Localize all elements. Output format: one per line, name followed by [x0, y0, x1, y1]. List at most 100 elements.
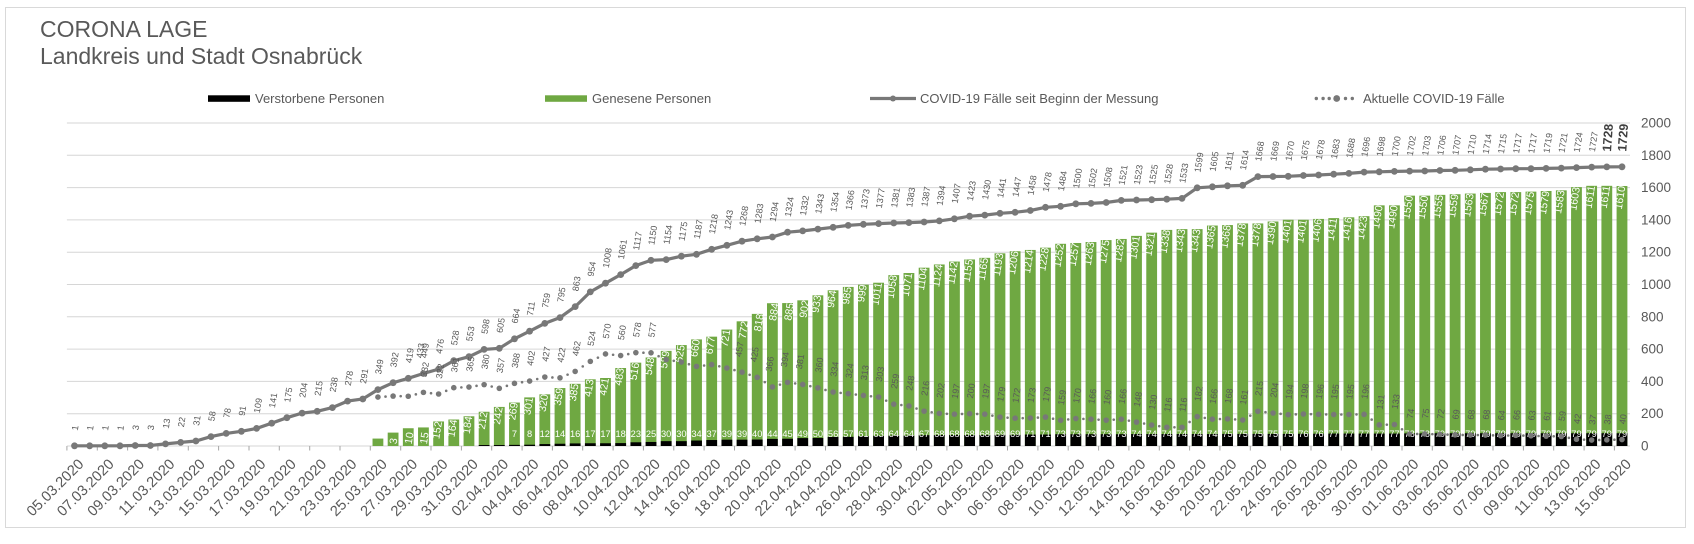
svg-text:71: 71 — [1025, 429, 1035, 439]
svg-text:385: 385 — [567, 383, 582, 402]
svg-text:1390: 1390 — [1264, 221, 1280, 246]
svg-text:166: 166 — [1117, 388, 1129, 404]
svg-text:1490: 1490 — [1385, 204, 1401, 229]
svg-text:74: 74 — [1192, 429, 1202, 439]
svg-text:50: 50 — [813, 429, 823, 439]
svg-text:1387: 1387 — [919, 186, 932, 207]
svg-text:49: 49 — [798, 429, 808, 439]
svg-text:664: 664 — [510, 308, 522, 324]
svg-text:1727: 1727 — [1587, 131, 1600, 152]
svg-text:1528: 1528 — [1162, 163, 1175, 184]
svg-text:74: 74 — [1207, 429, 1217, 439]
svg-text:8: 8 — [527, 429, 532, 439]
svg-text:1: 1 — [70, 425, 81, 432]
svg-text:212: 212 — [476, 411, 491, 430]
svg-text:578: 578 — [631, 322, 643, 338]
svg-text:334: 334 — [828, 361, 840, 377]
svg-text:1696: 1696 — [1359, 136, 1372, 157]
svg-text:196: 196 — [1359, 383, 1371, 399]
svg-text:242: 242 — [491, 406, 506, 425]
svg-text:303: 303 — [874, 366, 886, 382]
svg-text:1533: 1533 — [1177, 162, 1190, 183]
svg-text:64: 64 — [1496, 410, 1507, 421]
svg-text:1368: 1368 — [1218, 224, 1234, 249]
svg-text:1117: 1117 — [631, 231, 644, 251]
svg-text:1500: 1500 — [1071, 168, 1084, 189]
svg-text:1411: 1411 — [1325, 217, 1340, 241]
svg-text:1605: 1605 — [1208, 151, 1221, 172]
svg-text:2000: 2000 — [1641, 116, 1671, 131]
svg-text:195: 195 — [1344, 383, 1356, 399]
svg-text:1228: 1228 — [1036, 247, 1052, 272]
svg-text:1338: 1338 — [1158, 229, 1174, 254]
svg-text:1401: 1401 — [1294, 219, 1310, 244]
svg-text:73: 73 — [1071, 429, 1081, 439]
svg-text:1688: 1688 — [1344, 137, 1357, 158]
svg-text:18: 18 — [615, 429, 625, 439]
svg-text:388: 388 — [510, 352, 522, 368]
svg-text:1700: 1700 — [1390, 135, 1403, 156]
svg-text:1715: 1715 — [1496, 133, 1509, 154]
svg-text:66: 66 — [1511, 409, 1522, 420]
svg-text:359: 359 — [552, 387, 567, 406]
svg-text:1252: 1252 — [1051, 243, 1067, 268]
svg-text:1610: 1610 — [1613, 185, 1629, 210]
svg-text:1366: 1366 — [844, 189, 857, 210]
svg-text:Landkreis und Stadt Osnabrück: Landkreis und Stadt Osnabrück — [40, 43, 363, 69]
svg-text:528: 528 — [449, 330, 461, 346]
svg-text:476: 476 — [434, 338, 446, 354]
svg-text:1: 1 — [85, 425, 96, 432]
svg-text:1155: 1155 — [961, 258, 976, 282]
svg-text:CORONA LAGE: CORONA LAGE — [40, 16, 207, 42]
svg-text:1703: 1703 — [1420, 135, 1433, 156]
svg-text:14: 14 — [555, 429, 565, 439]
svg-text:1521: 1521 — [1117, 164, 1130, 185]
svg-text:42: 42 — [1572, 413, 1583, 424]
svg-text:985: 985 — [840, 286, 855, 305]
svg-text:37: 37 — [1587, 414, 1598, 425]
svg-text:1579: 1579 — [1537, 190, 1553, 215]
svg-text:131: 131 — [1375, 394, 1387, 410]
svg-text:76: 76 — [1298, 429, 1308, 439]
svg-text:1583: 1583 — [1552, 189, 1568, 214]
svg-text:76: 76 — [1313, 429, 1323, 439]
svg-text:1669: 1669 — [1268, 140, 1281, 161]
svg-text:31: 31 — [191, 415, 202, 426]
svg-text:1678: 1678 — [1314, 139, 1327, 160]
svg-text:1458: 1458 — [1026, 174, 1039, 195]
svg-text:524: 524 — [586, 330, 598, 346]
svg-text:204: 204 — [1268, 382, 1280, 398]
svg-text:1343: 1343 — [1188, 228, 1204, 253]
svg-text:159: 159 — [1056, 389, 1068, 405]
svg-text:278: 278 — [343, 370, 355, 386]
svg-text:449: 449 — [419, 342, 431, 358]
svg-text:1728: 1728 — [1600, 123, 1616, 152]
svg-text:1423: 1423 — [1355, 215, 1371, 240]
svg-text:37: 37 — [707, 429, 717, 439]
svg-text:1193: 1193 — [991, 252, 1006, 276]
svg-text:1381: 1381 — [889, 187, 902, 208]
svg-text:1175: 1175 — [677, 221, 690, 242]
svg-text:77: 77 — [1359, 429, 1369, 439]
svg-text:721: 721 — [719, 329, 734, 348]
svg-text:75: 75 — [1222, 429, 1232, 439]
svg-text:17: 17 — [600, 429, 610, 439]
svg-text:16: 16 — [570, 429, 580, 439]
svg-text:1214: 1214 — [1021, 249, 1037, 274]
svg-text:141: 141 — [267, 392, 279, 408]
svg-text:1523: 1523 — [1132, 164, 1145, 185]
svg-text:1354: 1354 — [828, 191, 841, 212]
svg-text:133: 133 — [1390, 393, 1402, 409]
svg-text:711: 711 — [525, 301, 537, 317]
svg-text:196: 196 — [1314, 383, 1326, 399]
svg-text:1555: 1555 — [1431, 194, 1447, 219]
svg-text:759: 759 — [540, 292, 552, 308]
svg-text:56: 56 — [828, 429, 838, 439]
svg-text:15: 15 — [418, 431, 432, 445]
svg-text:74: 74 — [1405, 408, 1416, 419]
svg-text:1714: 1714 — [1481, 133, 1494, 154]
svg-text:1378: 1378 — [1234, 222, 1250, 247]
svg-text:1706: 1706 — [1435, 134, 1448, 155]
svg-text:291: 291 — [358, 368, 370, 384]
svg-text:1490: 1490 — [1370, 204, 1386, 229]
